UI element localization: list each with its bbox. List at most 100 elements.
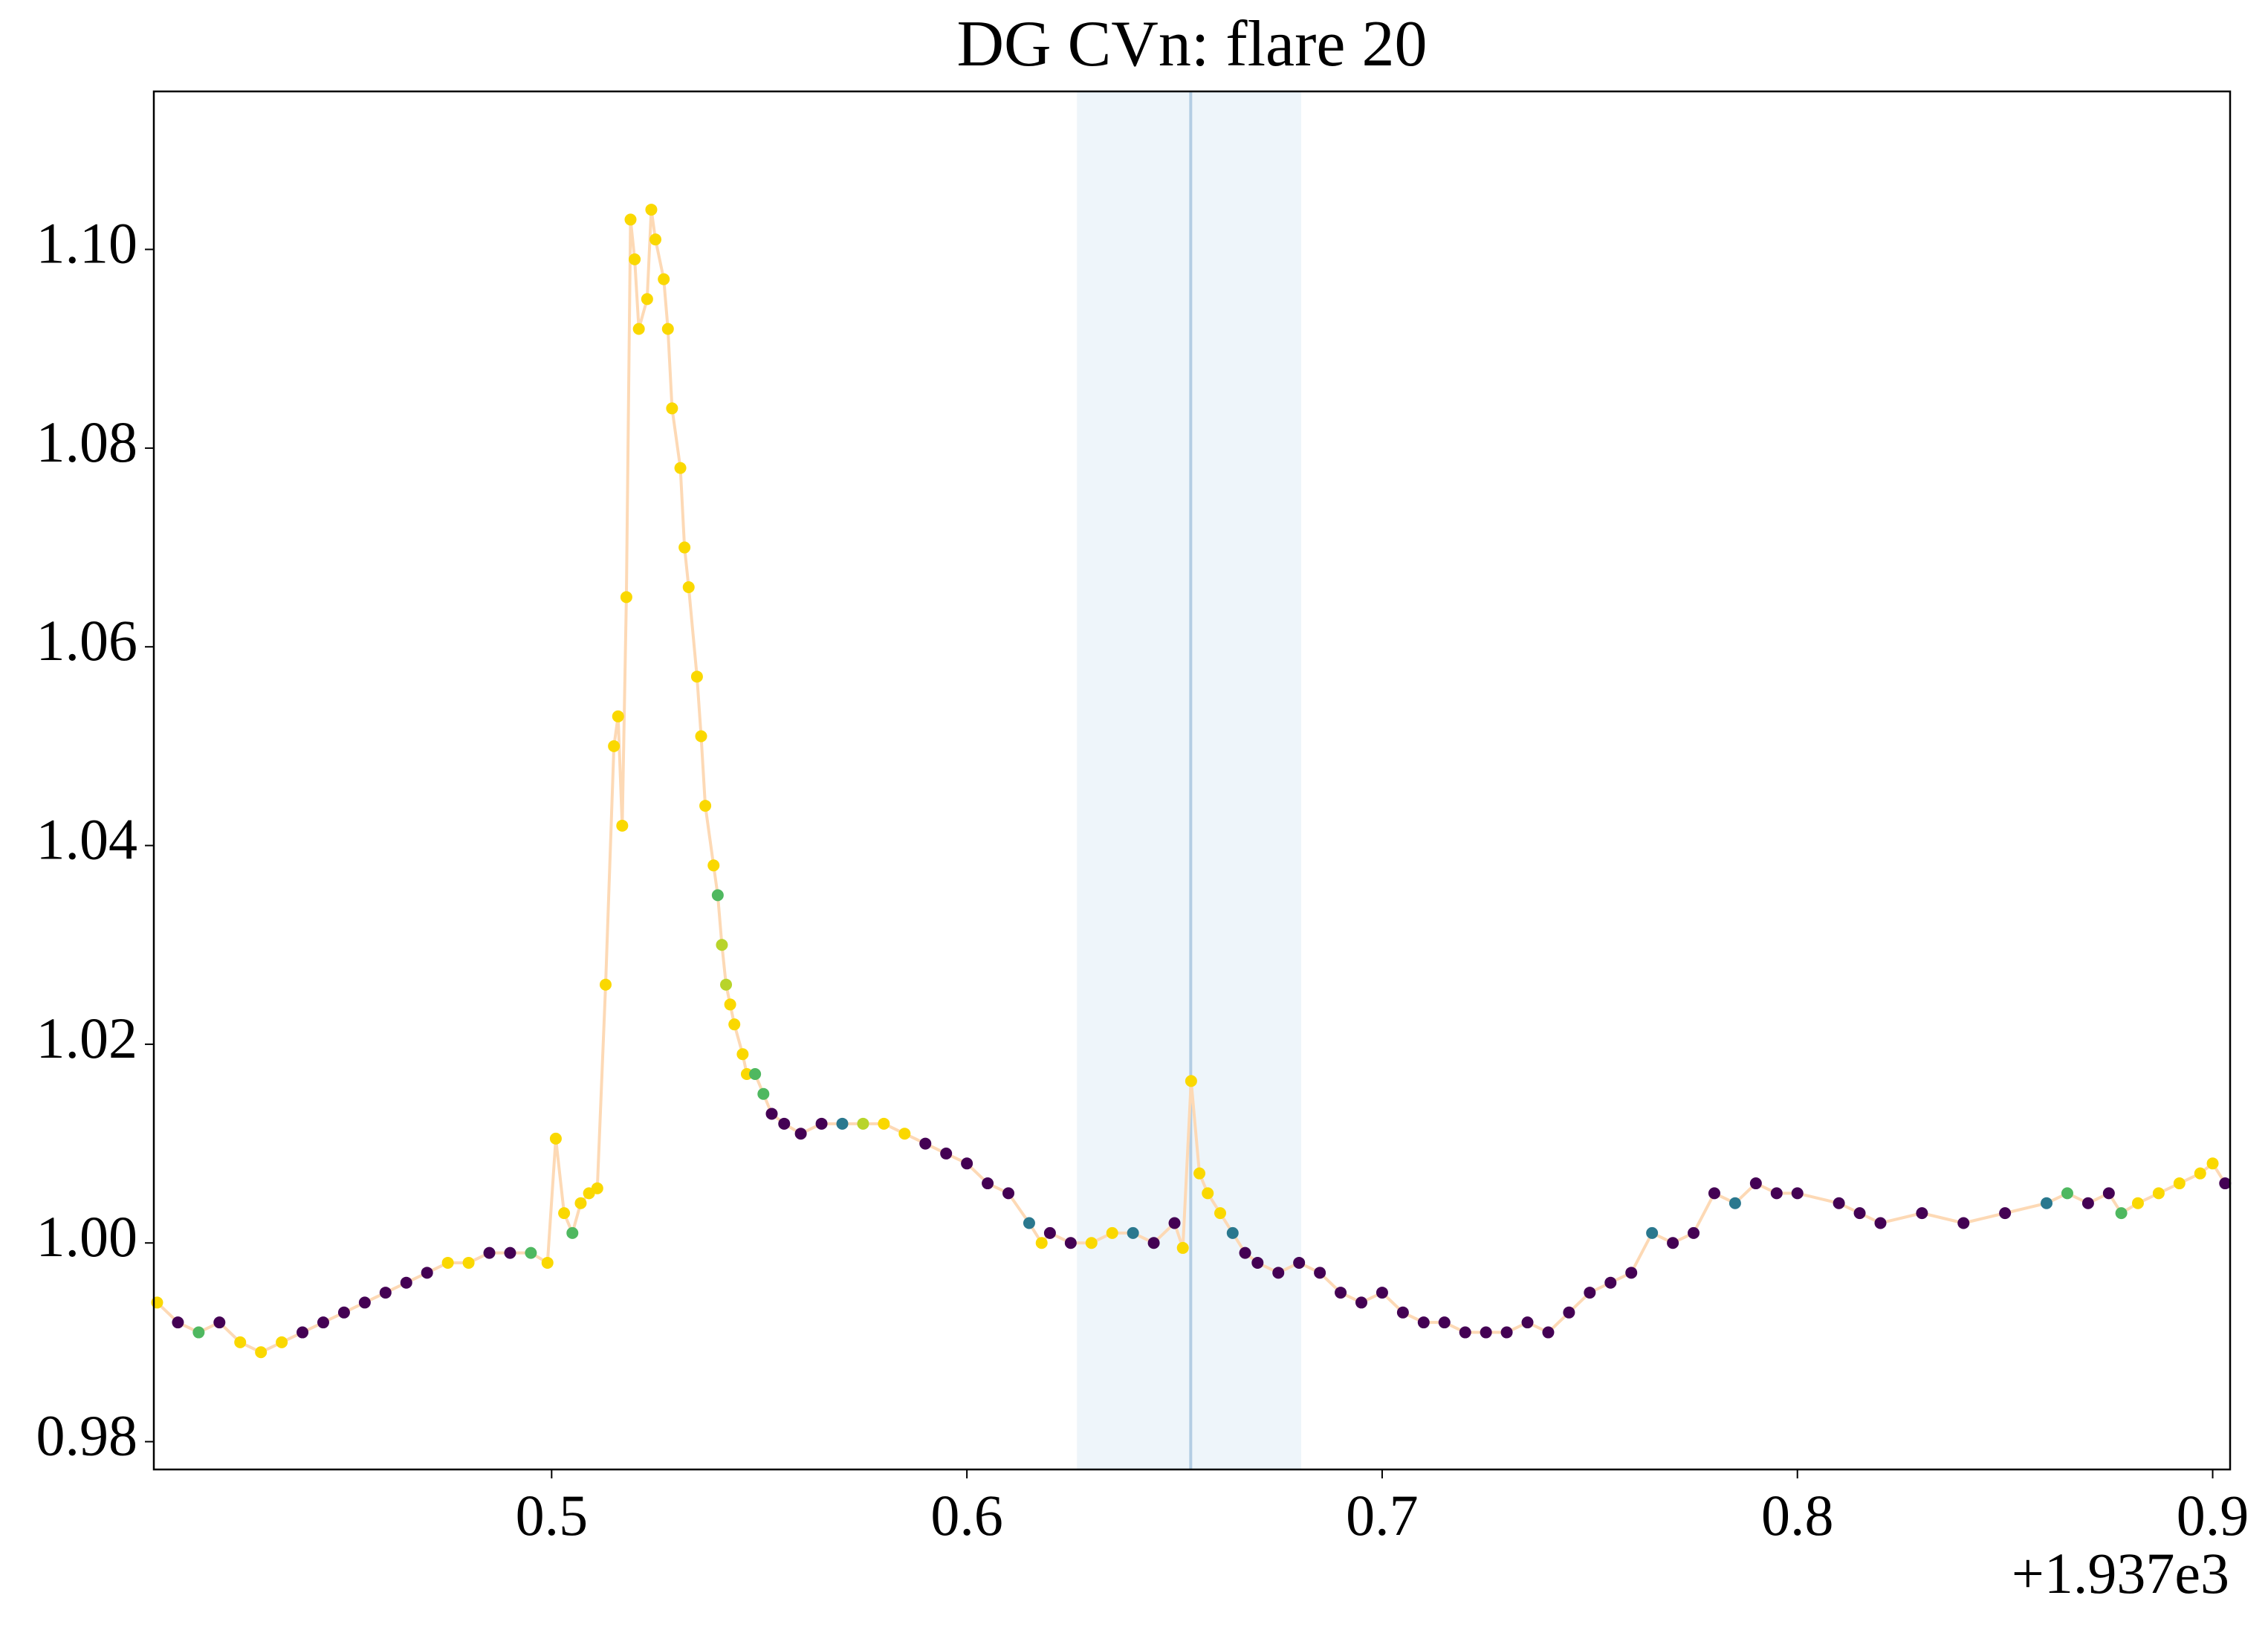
y-tick-label: 1.06: [36, 608, 138, 673]
data-point: [757, 1087, 770, 1100]
data-point: [695, 730, 707, 743]
data-point: [1355, 1296, 1367, 1309]
data-point: [649, 233, 662, 246]
data-point: [620, 591, 632, 604]
data-point: [699, 800, 712, 812]
data-point: [720, 978, 733, 991]
data-point: [666, 402, 678, 415]
data-point: [982, 1177, 994, 1190]
data-point: [2115, 1207, 2128, 1220]
data-point: [599, 978, 612, 991]
x-tick-label: 0.6: [930, 1483, 1003, 1548]
data-point: [836, 1117, 849, 1130]
data-point: [574, 1197, 587, 1209]
data-point: [379, 1287, 392, 1299]
data-point: [566, 1226, 579, 1239]
data-point: [192, 1326, 205, 1339]
data-point: [1604, 1276, 1617, 1289]
data-point: [1459, 1326, 1471, 1339]
x-tick-label: 0.5: [516, 1483, 589, 1548]
data-point: [1127, 1226, 1139, 1239]
data-point: [504, 1246, 516, 1259]
data-point: [815, 1117, 828, 1130]
data-point: [629, 253, 641, 265]
data-point: [1791, 1187, 1804, 1200]
data-point: [1251, 1256, 1264, 1269]
data-point: [1396, 1306, 1409, 1319]
data-point: [740, 1067, 753, 1080]
data-point: [1480, 1326, 1492, 1339]
data-point: [1667, 1237, 1679, 1249]
data-point: [645, 204, 658, 216]
data-point: [1193, 1167, 1206, 1180]
data-point: [2206, 1157, 2219, 1170]
data-point: [1272, 1267, 1285, 1279]
data-point: [549, 1132, 562, 1145]
data-point: [878, 1117, 890, 1130]
y-tick-label: 1.02: [36, 1006, 138, 1070]
data-point: [2194, 1167, 2206, 1180]
data-point: [2061, 1187, 2073, 1200]
data-point: [1563, 1306, 1575, 1319]
data-point: [1749, 1177, 1762, 1190]
data-point: [1521, 1316, 1534, 1329]
data-point: [1002, 1187, 1015, 1200]
data-point: [1584, 1287, 1596, 1299]
data-point: [213, 1316, 226, 1329]
data-point: [632, 323, 645, 335]
data-point: [1438, 1316, 1451, 1329]
data-point: [1874, 1217, 1887, 1229]
data-point: [1085, 1237, 1098, 1249]
data-point: [1214, 1207, 1226, 1220]
data-point: [525, 1246, 537, 1259]
data-point: [1688, 1226, 1700, 1239]
data-point: [1293, 1256, 1306, 1269]
data-point: [919, 1137, 932, 1150]
data-point: [1376, 1287, 1388, 1299]
y-tick-label: 1.10: [36, 210, 138, 275]
x-tick-label: 0.7: [1346, 1483, 1419, 1548]
data-point: [1147, 1237, 1160, 1249]
data-point: [2102, 1187, 2115, 1200]
data-point: [857, 1117, 869, 1130]
data-point: [1335, 1287, 1347, 1299]
data-point: [462, 1256, 475, 1269]
data-point: [591, 1182, 603, 1194]
data-point: [2081, 1197, 2094, 1209]
data-point: [1023, 1217, 1035, 1229]
data-point: [940, 1147, 953, 1160]
x-tick-label: 0.8: [1761, 1483, 1834, 1548]
data-point: [682, 581, 695, 594]
data-point: [1957, 1217, 1970, 1229]
data-point: [1999, 1207, 2012, 1220]
data-point: [1176, 1241, 1189, 1254]
data-point: [317, 1316, 329, 1329]
data-point: [711, 889, 724, 902]
highlight-span: [1077, 91, 1301, 1469]
y-tick-label: 1.08: [36, 410, 138, 474]
data-point: [724, 998, 736, 1011]
data-point: [661, 323, 674, 335]
data-point: [1064, 1237, 1077, 1249]
data-point: [2152, 1187, 2165, 1200]
data-point: [749, 1067, 762, 1080]
data-point: [421, 1267, 433, 1279]
data-point: [1728, 1197, 1741, 1209]
data-point: [558, 1207, 571, 1220]
data-point: [1542, 1326, 1555, 1339]
data-point: [276, 1336, 288, 1348]
data-point: [1043, 1226, 1056, 1239]
data-point: [2173, 1177, 2186, 1190]
x-tick-label: 0.9: [2177, 1483, 2249, 1548]
data-point: [728, 1018, 741, 1031]
data-point: [2219, 1177, 2232, 1190]
data-point: [961, 1157, 973, 1170]
data-point: [1646, 1226, 1659, 1239]
data-point: [441, 1256, 454, 1269]
data-point: [736, 1048, 749, 1061]
data-point: [1314, 1267, 1326, 1279]
x-offset-label: +1.937e3: [2012, 1541, 2229, 1605]
data-point: [1916, 1207, 1928, 1220]
data-point: [1202, 1187, 1214, 1200]
